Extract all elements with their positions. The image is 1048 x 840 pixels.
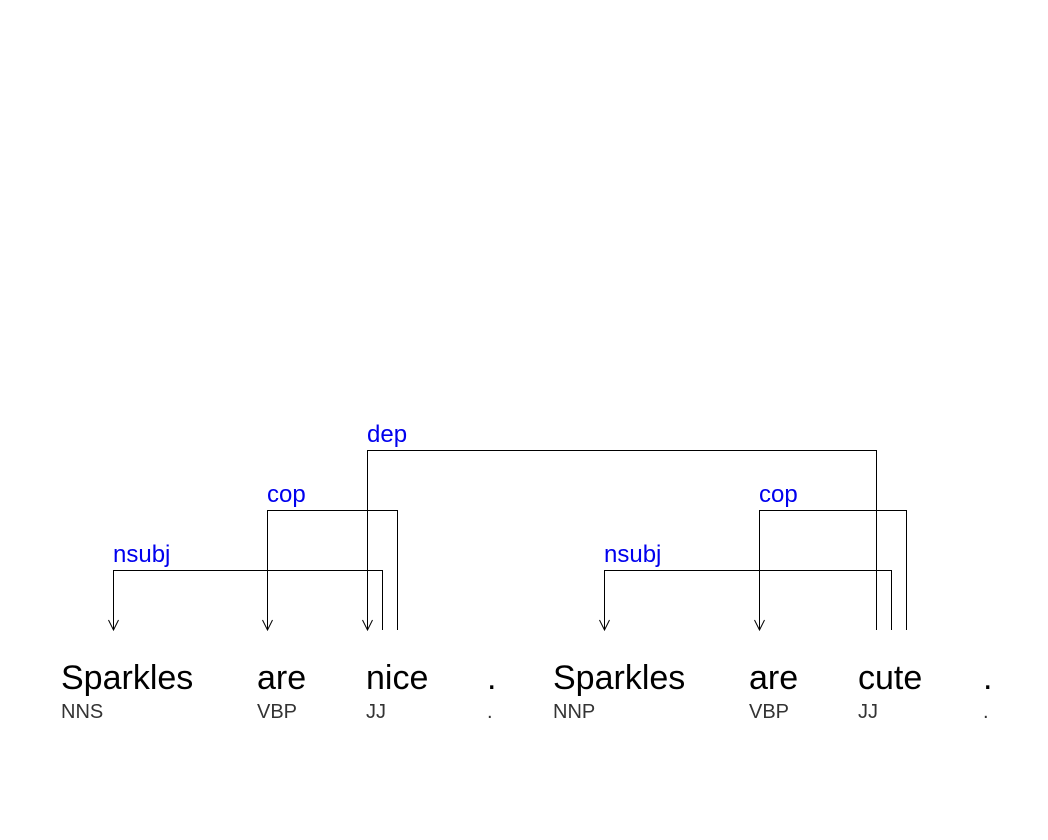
token-tag: .	[983, 701, 989, 723]
token-word: .	[487, 659, 497, 697]
token-tag: VBP	[749, 701, 790, 723]
token-tag: NNS	[61, 701, 104, 723]
token-tag: JJ	[858, 701, 878, 723]
token-word: nice	[366, 659, 429, 697]
arc-nsubj: nsubj	[599, 541, 892, 632]
arc-line	[604, 570, 892, 630]
token-word: are	[257, 659, 307, 697]
arrowhead-icon	[599, 619, 610, 632]
token-tag: .	[487, 701, 493, 723]
arc-line	[367, 450, 877, 630]
relation-label: nsubj	[113, 541, 170, 568]
relation-label: cop	[759, 481, 798, 508]
relation-label: cop	[267, 481, 306, 508]
token-word: cute	[858, 659, 923, 697]
token-word: .	[983, 659, 993, 697]
token-word: are	[749, 659, 799, 697]
arc-line	[759, 510, 907, 630]
arrowhead-icon	[262, 619, 273, 632]
arc-nsubj: nsubj	[108, 541, 383, 632]
token-word: Sparkles	[553, 659, 686, 697]
relation-label: dep	[367, 421, 407, 448]
relation-label: nsubj	[604, 541, 661, 568]
token-tag: JJ	[366, 701, 386, 723]
arc-line	[267, 510, 398, 630]
arrowhead-icon	[754, 619, 765, 632]
arrowhead-icon	[108, 619, 119, 632]
arc-cop: cop	[262, 481, 398, 632]
arc-cop: cop	[754, 481, 907, 632]
token-tag: NNP	[553, 701, 596, 723]
arrowhead-icon	[362, 619, 373, 632]
token-word: Sparkles	[61, 659, 194, 697]
arc-line	[113, 570, 383, 630]
token-tag: VBP	[257, 701, 298, 723]
arc-dep: dep	[362, 421, 877, 632]
